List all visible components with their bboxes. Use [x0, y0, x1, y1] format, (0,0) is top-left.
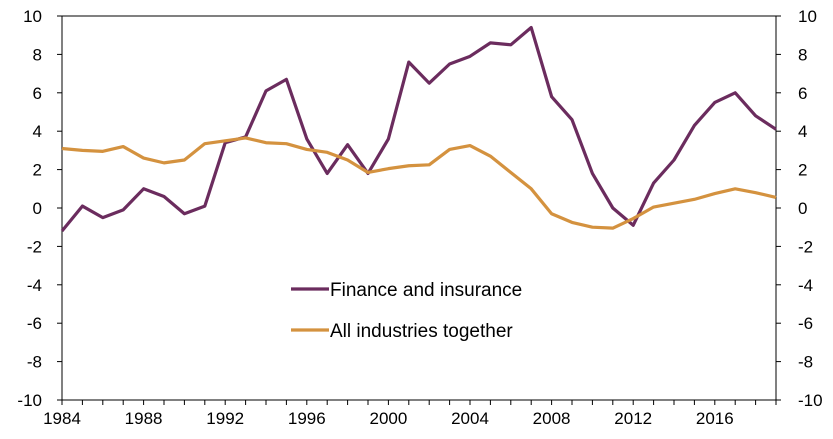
x-tick-label: 1996 — [288, 409, 326, 428]
y-tick-label-right: 0 — [798, 199, 807, 218]
y-tick-label-right: -2 — [798, 237, 813, 256]
y-tick-label-right: -8 — [798, 353, 813, 372]
y-tick-label-right: 4 — [798, 122, 807, 141]
series-lines — [60, 25, 777, 233]
y-tick-label-left: 2 — [33, 161, 42, 180]
y-tick-label-right: 10 — [798, 7, 817, 26]
y-tick-label-left: -6 — [27, 314, 42, 333]
y-tick-label-right: -4 — [798, 276, 813, 295]
x-tick-label: 2000 — [369, 409, 407, 428]
y-tick-label-left: 0 — [33, 199, 42, 218]
y-tick-label-right: 2 — [798, 161, 807, 180]
y-tick-label-left: -10 — [17, 391, 42, 410]
y-tick-label-right: 8 — [798, 45, 807, 64]
x-tick-label: 2004 — [451, 409, 489, 428]
x-tick-label: 2012 — [614, 409, 652, 428]
series-line-finance-and-insurance — [60, 25, 777, 233]
x-tick-label: 2016 — [696, 409, 734, 428]
axes: 10 108 86 64 42 20 0-2 -2-4 -4-6 -6-8 -8-10 -101984… — [17, 7, 822, 428]
legend-label: Finance and insurance — [330, 280, 522, 301]
legend-label: All industries together — [330, 321, 513, 342]
y-tick-label-right: -6 — [798, 314, 813, 333]
y-tick-label-right: 6 — [798, 84, 807, 103]
y-tick-label-left: -4 — [27, 276, 42, 295]
y-tick-label-left: -8 — [27, 353, 42, 372]
y-tick-label-left: 4 — [33, 122, 42, 141]
y-tick-label-right: -10 — [798, 391, 823, 410]
y-tick-label-left: 8 — [33, 45, 42, 64]
x-tick-label: 1992 — [206, 409, 244, 428]
series-line-all-industries-together — [61, 136, 777, 230]
y-tick-label-left: -2 — [27, 237, 42, 256]
x-tick-label: 1984 — [43, 409, 81, 428]
x-tick-label: 1988 — [125, 409, 163, 428]
legend: Finance and insurance All industries toge… — [291, 280, 522, 342]
y-tick-label-left: 10 — [23, 7, 42, 26]
x-tick-label: 2008 — [533, 409, 571, 428]
y-tick-label-left: 6 — [33, 84, 42, 103]
